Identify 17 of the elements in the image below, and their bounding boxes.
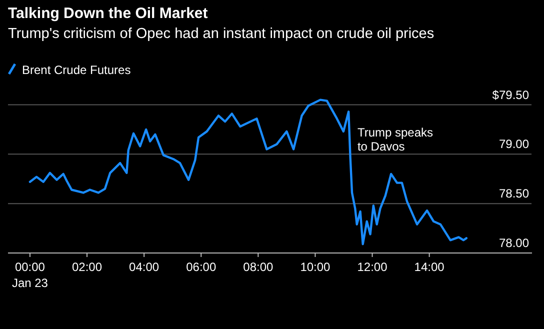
x-tick-label: 04:00 [129, 260, 160, 274]
text: Jan 23 [12, 276, 48, 290]
annotation: Trump speaks to Davos [357, 126, 434, 154]
x-tick-label: 08:00 [243, 260, 274, 274]
y-tick-label: 78.50 [498, 186, 530, 201]
x-tick-label: 10:00 [300, 260, 331, 274]
x-tick-label: 00:00 [14, 260, 46, 274]
x-tick-label: 06:00 [186, 260, 216, 274]
y-tick-label: 78.00 [498, 236, 530, 250]
y-tick-label: $79.50 [492, 88, 530, 102]
chart-subtitle: Trump's criticism of Opec had an instant impact on crude oil prices [8, 26, 434, 42]
x-tick-label: 02:00 [72, 260, 102, 274]
legend-label: Brent Crude Futures [22, 63, 131, 77]
x-tick-label: 14:00 [414, 260, 445, 274]
x-tick-label: 12:00 [357, 260, 388, 274]
chart-title: Talking Down the Oil Market [8, 5, 208, 22]
y-tick-label: 79.00 [498, 137, 530, 152]
